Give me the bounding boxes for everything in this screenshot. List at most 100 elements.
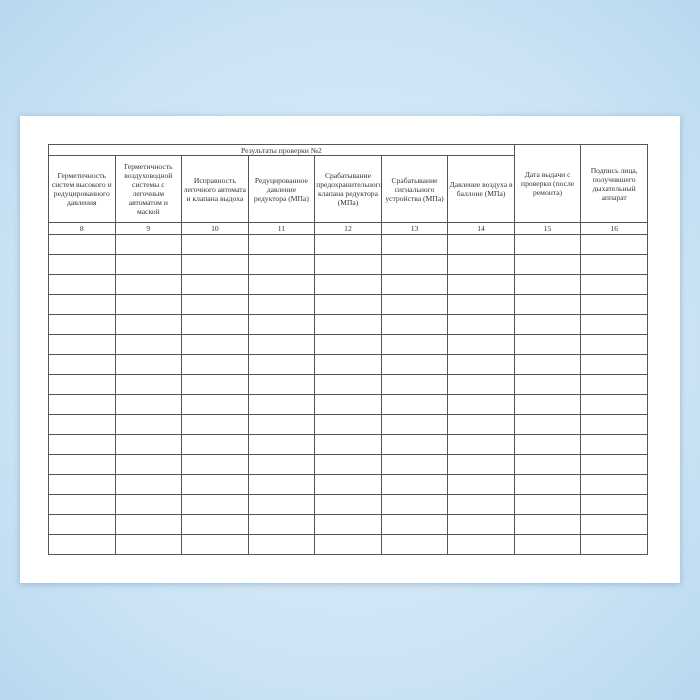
table-cell[interactable] xyxy=(513,534,582,555)
table-cell[interactable] xyxy=(447,494,515,515)
table-cell[interactable] xyxy=(181,414,249,435)
table-cell[interactable] xyxy=(114,534,183,555)
table-cell[interactable] xyxy=(314,334,382,355)
table-cell[interactable] xyxy=(447,394,515,415)
table-cell[interactable] xyxy=(114,254,183,275)
table-cell[interactable] xyxy=(380,494,449,515)
table-cell[interactable] xyxy=(114,414,183,435)
table-cell[interactable] xyxy=(513,414,582,435)
table-cell[interactable] xyxy=(48,274,116,295)
table-cell[interactable] xyxy=(447,354,515,375)
table-cell[interactable] xyxy=(247,294,316,315)
table-cell[interactable] xyxy=(114,374,183,395)
table-cell[interactable] xyxy=(580,374,648,395)
table-cell[interactable] xyxy=(513,374,582,395)
table-cell[interactable] xyxy=(447,334,515,355)
table-cell[interactable] xyxy=(380,314,449,335)
table-cell[interactable] xyxy=(380,534,449,555)
table-cell[interactable] xyxy=(314,374,382,395)
table-cell[interactable] xyxy=(380,514,449,535)
table-cell[interactable] xyxy=(580,394,648,415)
table-cell[interactable] xyxy=(48,314,116,335)
table-cell[interactable] xyxy=(314,394,382,415)
table-cell[interactable] xyxy=(513,494,582,515)
table-cell[interactable] xyxy=(247,514,316,535)
table-cell[interactable] xyxy=(580,254,648,275)
table-cell[interactable] xyxy=(580,354,648,375)
table-cell[interactable] xyxy=(247,374,316,395)
table-cell[interactable] xyxy=(314,414,382,435)
table-cell[interactable] xyxy=(48,394,116,415)
table-cell[interactable] xyxy=(380,354,449,375)
table-cell[interactable] xyxy=(48,234,116,255)
table-cell[interactable] xyxy=(114,274,183,295)
table-cell[interactable] xyxy=(580,234,648,255)
table-cell[interactable] xyxy=(181,514,249,535)
table-cell[interactable] xyxy=(114,474,183,495)
table-cell[interactable] xyxy=(380,414,449,435)
table-cell[interactable] xyxy=(380,234,449,255)
table-cell[interactable] xyxy=(48,374,116,395)
table-cell[interactable] xyxy=(447,374,515,395)
table-cell[interactable] xyxy=(447,514,515,535)
table-cell[interactable] xyxy=(181,494,249,515)
table-cell[interactable] xyxy=(580,274,648,295)
table-cell[interactable] xyxy=(380,434,449,455)
table-cell[interactable] xyxy=(48,294,116,315)
table-cell[interactable] xyxy=(314,314,382,335)
table-cell[interactable] xyxy=(314,274,382,295)
table-cell[interactable] xyxy=(247,354,316,375)
table-cell[interactable] xyxy=(247,434,316,455)
table-cell[interactable] xyxy=(380,394,449,415)
table-cell[interactable] xyxy=(247,274,316,295)
table-cell[interactable] xyxy=(181,294,249,315)
table-cell[interactable] xyxy=(114,354,183,375)
table-cell[interactable] xyxy=(447,274,515,295)
table-cell[interactable] xyxy=(447,254,515,275)
table-cell[interactable] xyxy=(314,294,382,315)
table-cell[interactable] xyxy=(380,294,449,315)
table-cell[interactable] xyxy=(247,394,316,415)
table-cell[interactable] xyxy=(513,394,582,415)
table-cell[interactable] xyxy=(380,454,449,475)
table-cell[interactable] xyxy=(181,454,249,475)
table-cell[interactable] xyxy=(114,514,183,535)
table-cell[interactable] xyxy=(181,434,249,455)
table-cell[interactable] xyxy=(380,254,449,275)
table-cell[interactable] xyxy=(513,254,582,275)
table-cell[interactable] xyxy=(314,514,382,535)
table-cell[interactable] xyxy=(114,334,183,355)
table-cell[interactable] xyxy=(114,454,183,475)
table-cell[interactable] xyxy=(181,274,249,295)
table-cell[interactable] xyxy=(580,474,648,495)
table-cell[interactable] xyxy=(48,254,116,275)
table-cell[interactable] xyxy=(48,354,116,375)
table-cell[interactable] xyxy=(513,474,582,495)
table-cell[interactable] xyxy=(447,234,515,255)
table-cell[interactable] xyxy=(48,454,116,475)
table-cell[interactable] xyxy=(247,254,316,275)
table-cell[interactable] xyxy=(314,474,382,495)
table-cell[interactable] xyxy=(314,354,382,375)
table-cell[interactable] xyxy=(114,394,183,415)
table-cell[interactable] xyxy=(114,234,183,255)
table-cell[interactable] xyxy=(181,534,249,555)
table-cell[interactable] xyxy=(447,414,515,435)
table-cell[interactable] xyxy=(48,414,116,435)
table-cell[interactable] xyxy=(513,234,582,255)
table-cell[interactable] xyxy=(247,334,316,355)
table-cell[interactable] xyxy=(447,314,515,335)
table-cell[interactable] xyxy=(513,334,582,355)
table-cell[interactable] xyxy=(48,334,116,355)
table-cell[interactable] xyxy=(247,494,316,515)
table-cell[interactable] xyxy=(314,254,382,275)
table-cell[interactable] xyxy=(380,474,449,495)
table-cell[interactable] xyxy=(314,454,382,475)
table-cell[interactable] xyxy=(580,334,648,355)
table-cell[interactable] xyxy=(247,454,316,475)
table-cell[interactable] xyxy=(48,474,116,495)
table-cell[interactable] xyxy=(247,234,316,255)
table-cell[interactable] xyxy=(181,334,249,355)
table-cell[interactable] xyxy=(580,494,648,515)
table-cell[interactable] xyxy=(513,514,582,535)
